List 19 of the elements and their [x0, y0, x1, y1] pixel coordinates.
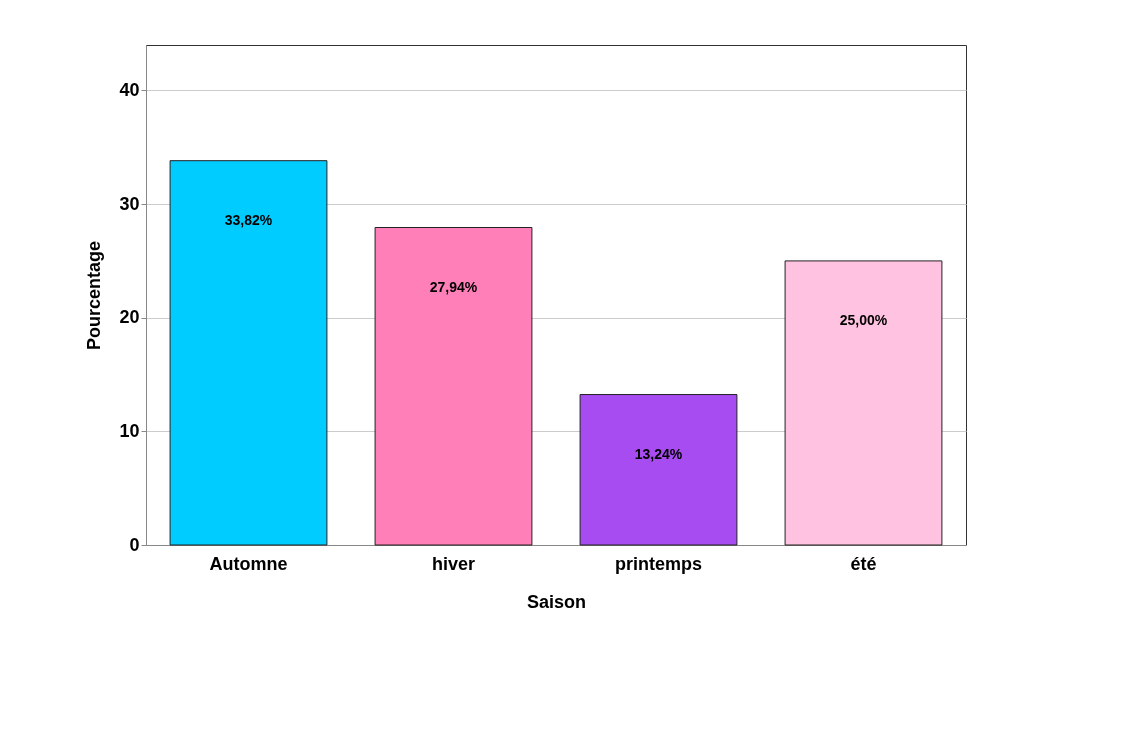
y-axis-title: Pourcentage	[84, 240, 105, 351]
y-tick-label: 30	[119, 193, 140, 214]
x-tick-label: été	[850, 553, 877, 574]
bar	[169, 160, 328, 546]
x-tick-label: hiver	[431, 553, 476, 574]
data-label: 13,24%	[634, 445, 683, 462]
data-label: 25,00%	[839, 311, 888, 328]
data-label: 27,94%	[429, 278, 478, 295]
y-tick-label: 40	[119, 79, 140, 100]
bar	[374, 227, 533, 546]
x-axis-title: Saison	[526, 591, 587, 612]
y-tick-label: 0	[129, 534, 140, 555]
x-tick-label: printemps	[614, 553, 703, 574]
y-tick-label: 20	[119, 307, 140, 328]
data-label: 33,82%	[224, 211, 273, 228]
bar	[784, 260, 943, 546]
bar	[579, 394, 738, 546]
y-tick-label: 10	[119, 420, 140, 441]
x-tick-label: Automne	[209, 553, 288, 574]
